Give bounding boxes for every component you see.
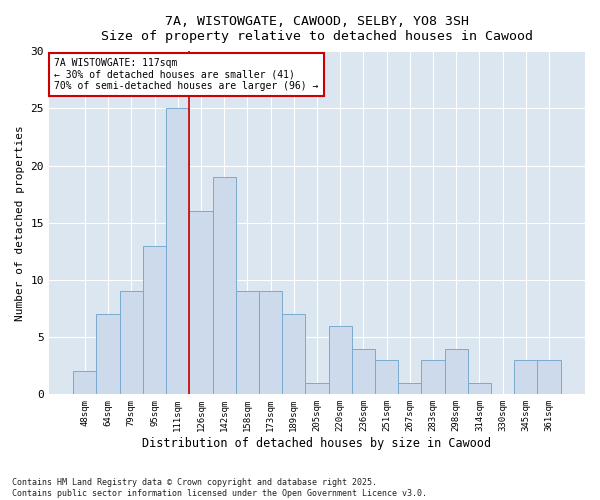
Bar [514, 360, 538, 394]
Bar [468, 383, 491, 394]
Bar [143, 246, 166, 394]
Title: 7A, WISTOWGATE, CAWOOD, SELBY, YO8 3SH
Size of property relative to detached hou: 7A, WISTOWGATE, CAWOOD, SELBY, YO8 3SH S… [101, 15, 533, 43]
X-axis label: Distribution of detached houses by size in Cawood: Distribution of detached houses by size … [142, 437, 491, 450]
Bar [282, 314, 305, 394]
Bar [236, 292, 259, 395]
Bar [119, 292, 143, 395]
Bar [166, 108, 190, 395]
Bar [259, 292, 282, 395]
Bar [445, 348, 468, 395]
Y-axis label: Number of detached properties: Number of detached properties [15, 125, 25, 320]
Bar [212, 177, 236, 394]
Bar [329, 326, 352, 394]
Bar [352, 348, 375, 395]
Bar [375, 360, 398, 394]
Text: 7A WISTOWGATE: 117sqm
← 30% of detached houses are smaller (41)
70% of semi-deta: 7A WISTOWGATE: 117sqm ← 30% of detached … [54, 58, 319, 91]
Bar [538, 360, 560, 394]
Text: Contains HM Land Registry data © Crown copyright and database right 2025.
Contai: Contains HM Land Registry data © Crown c… [12, 478, 427, 498]
Bar [73, 372, 97, 394]
Bar [398, 383, 421, 394]
Bar [305, 383, 329, 394]
Bar [190, 212, 212, 394]
Bar [97, 314, 119, 394]
Bar [421, 360, 445, 394]
